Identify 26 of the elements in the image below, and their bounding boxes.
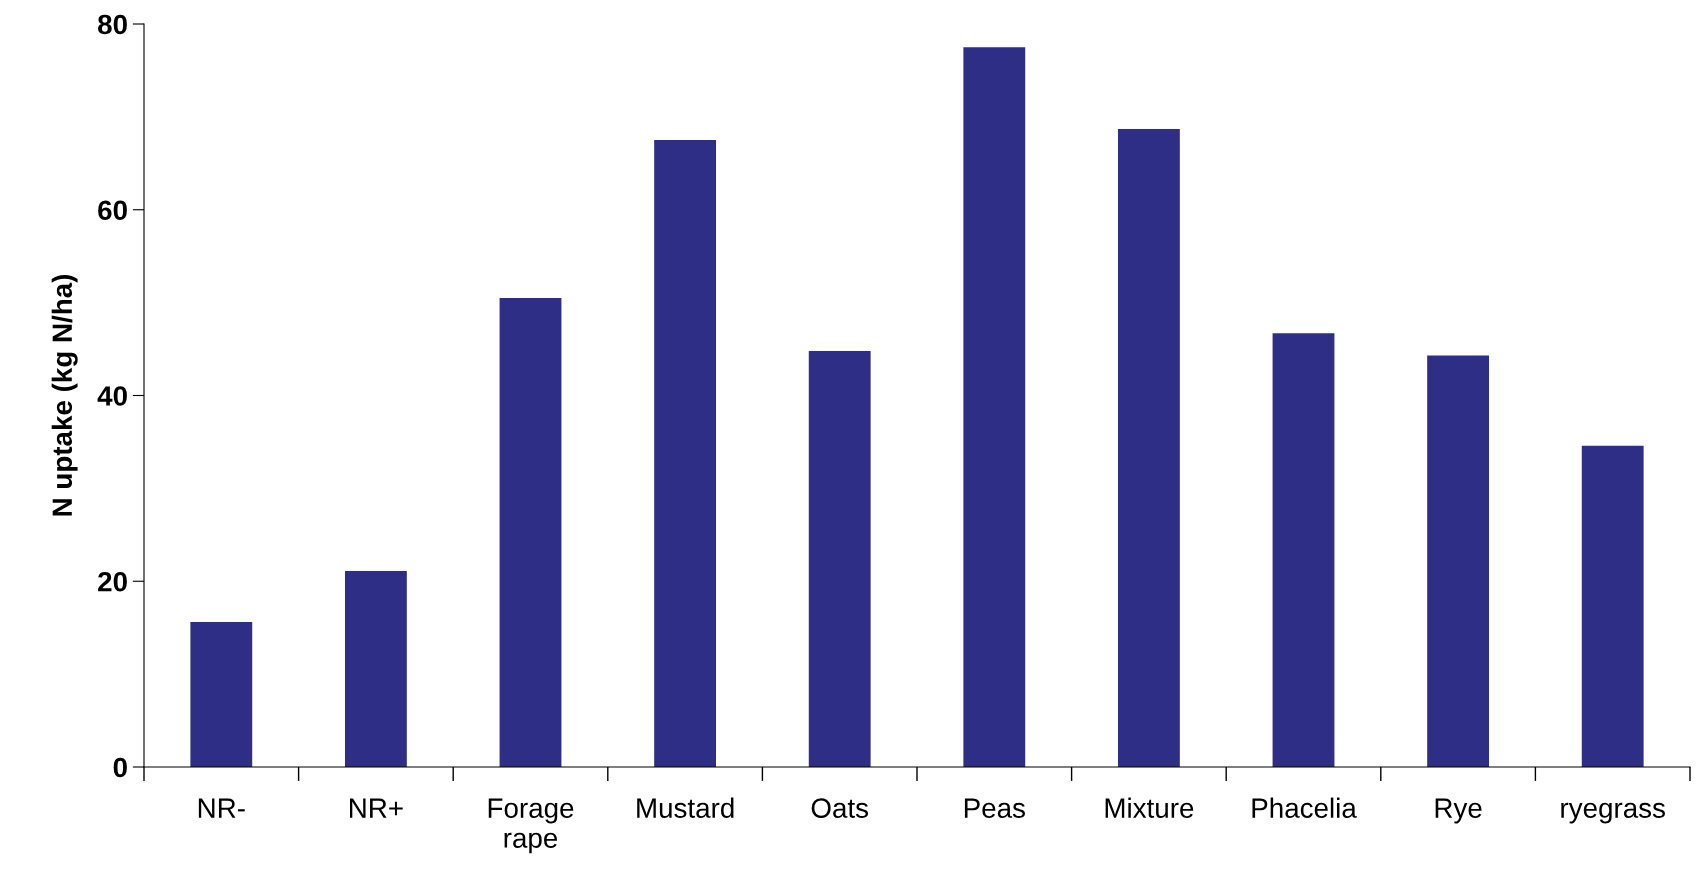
x-tick-label: Forage rape [488, 798, 574, 854]
bar [1117, 128, 1180, 767]
y-tick-label: 80 [98, 14, 127, 35]
x-tick-label: NR+ [350, 798, 403, 818]
x-tick-label: Oats [811, 798, 869, 818]
bar [1272, 333, 1335, 767]
x-tick-label: Mixture [1105, 797, 1194, 818]
x-tick-label: ryegrass [1561, 802, 1665, 824]
x-tick-label: Rye [1435, 798, 1482, 824]
x-tick-label: Peas [964, 798, 1025, 818]
y-tick-label: 20 [98, 571, 127, 592]
bar [190, 622, 253, 767]
bar [1427, 355, 1490, 767]
bar [1581, 445, 1644, 767]
y-tick-label: 40 [97, 386, 127, 406]
bar [654, 140, 717, 767]
bar [344, 571, 407, 767]
bar [963, 47, 1026, 767]
y-tick-label: 0 [113, 757, 127, 778]
x-tick-label: NR- [198, 798, 245, 818]
y-tick-label: 60 [98, 200, 127, 221]
y-axis-title: N uptake (kg N/ha) [51, 274, 78, 516]
bar [499, 297, 562, 767]
bar [808, 350, 871, 767]
x-tick-label: Phacelia [1252, 797, 1357, 818]
x-tick-label: Mustard [637, 797, 734, 818]
